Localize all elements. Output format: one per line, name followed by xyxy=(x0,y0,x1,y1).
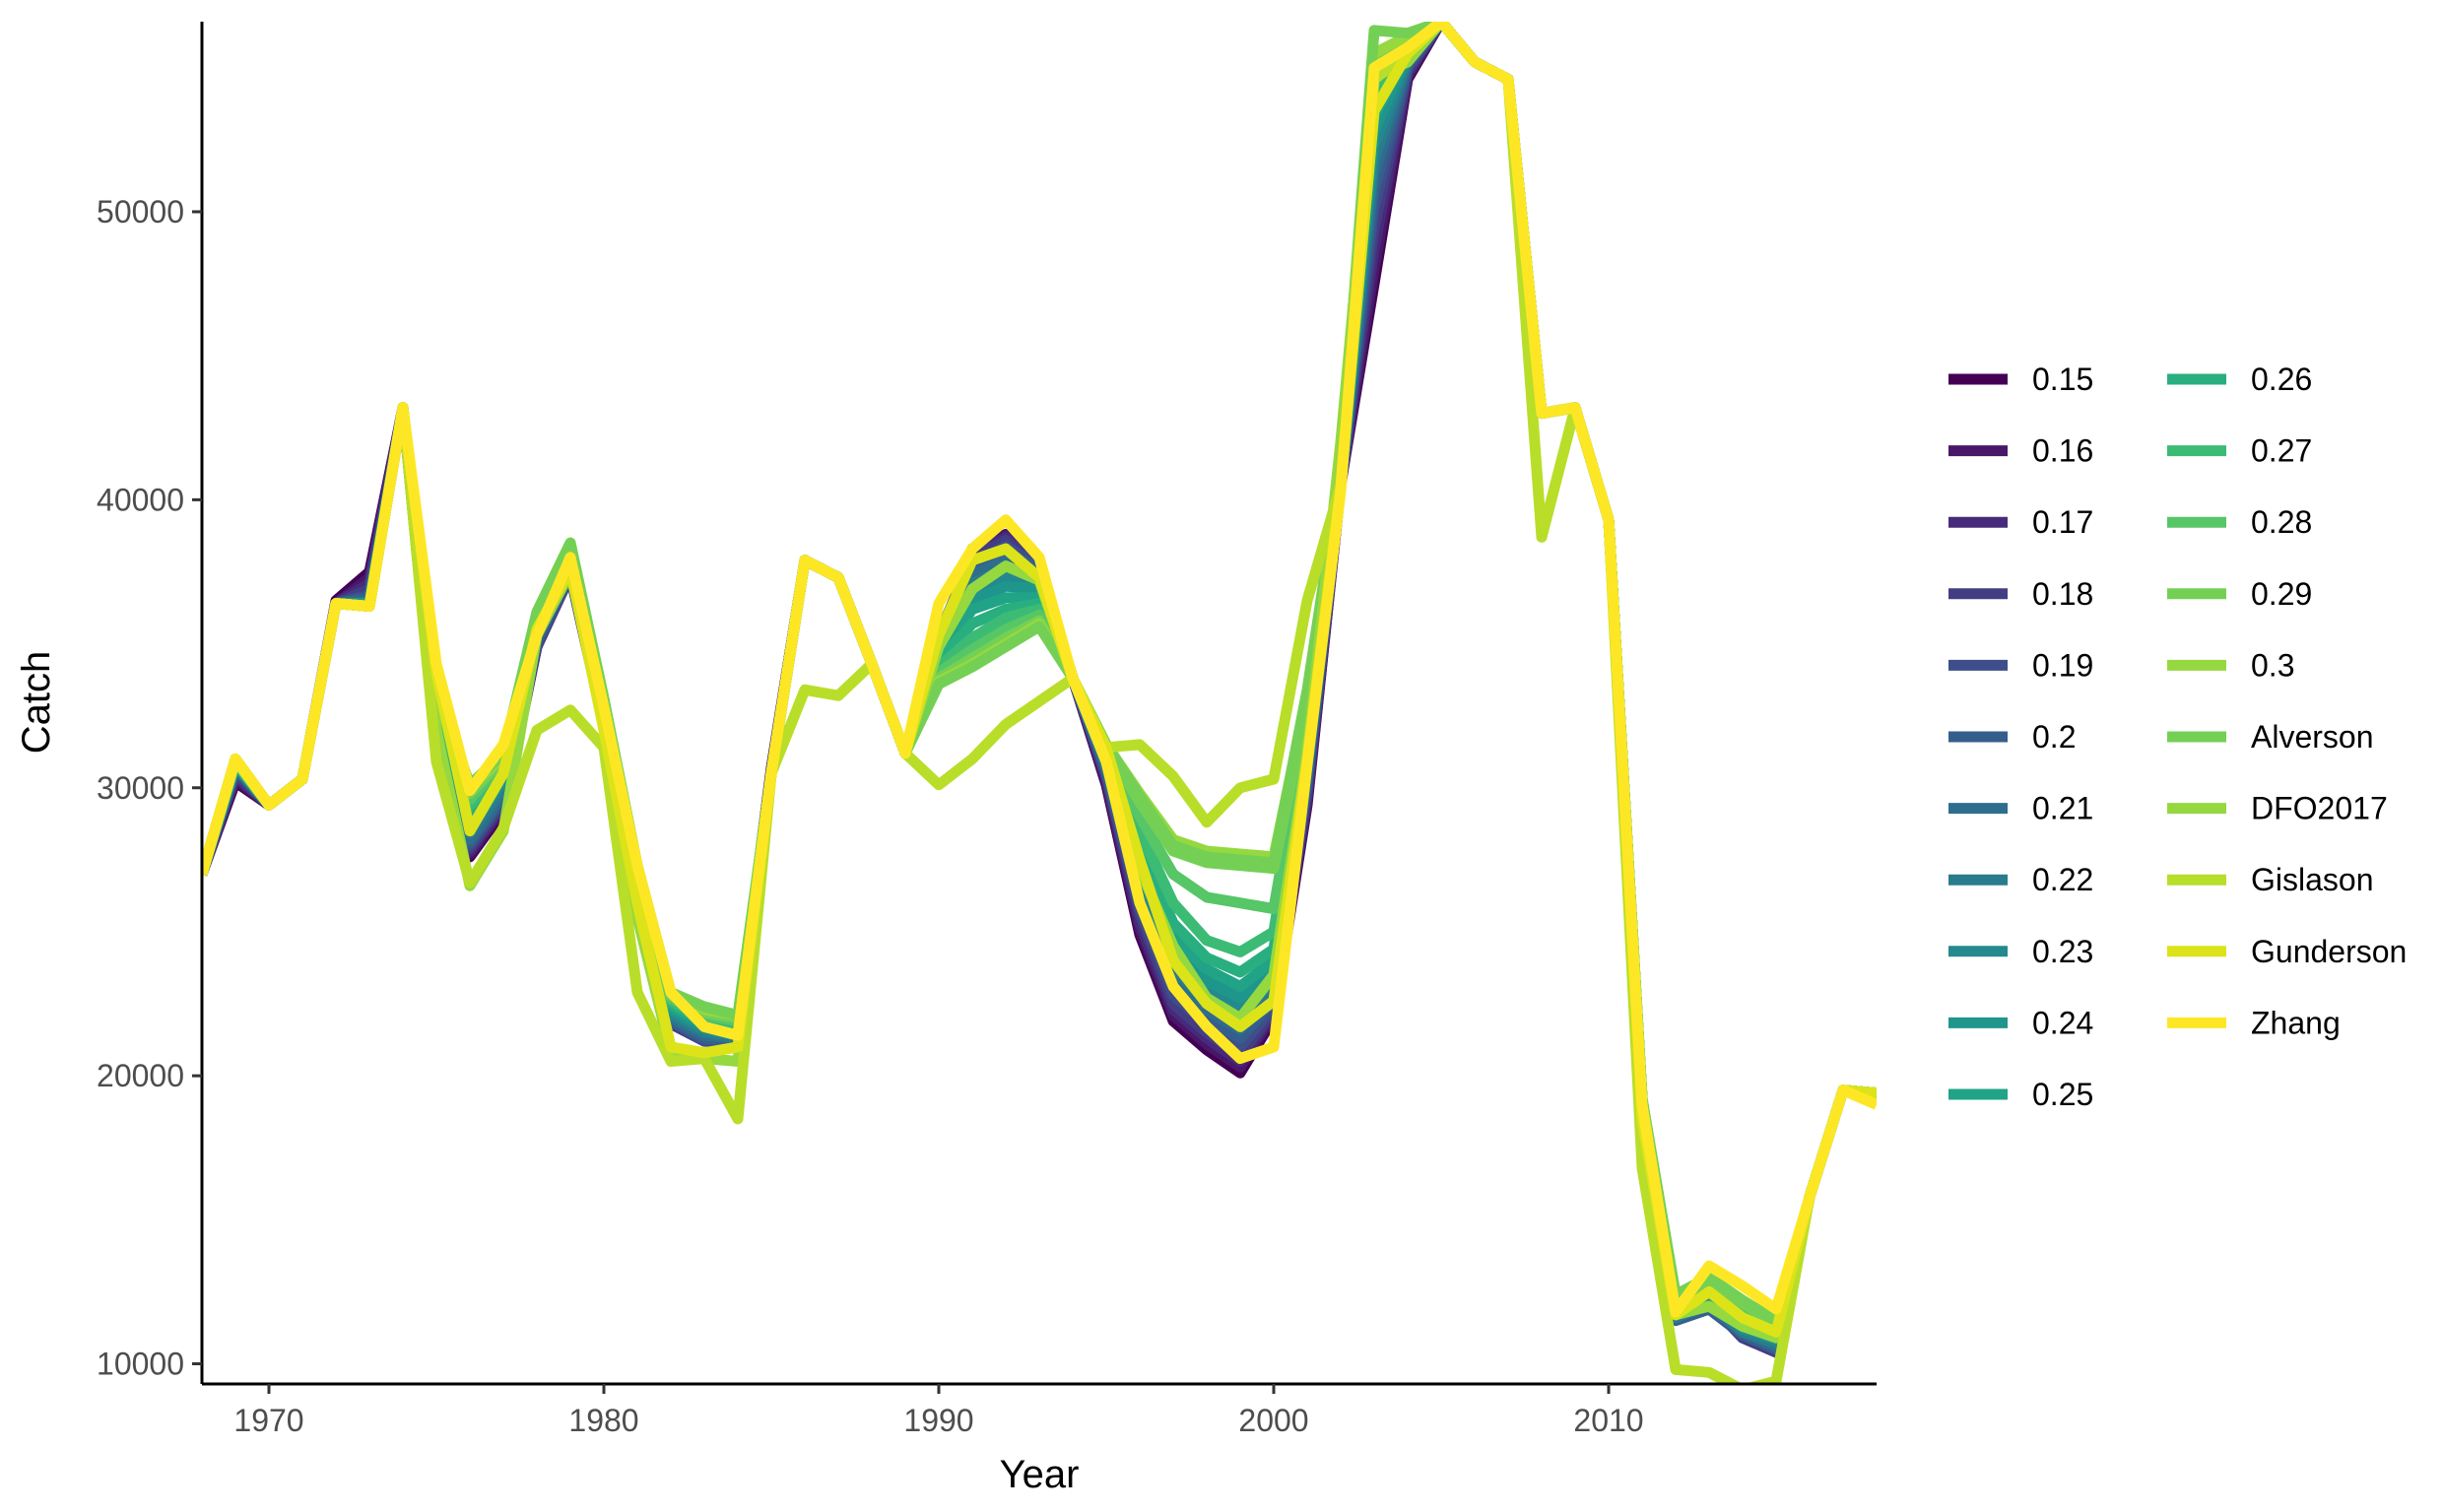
y-axis-ticks: 10000 20000 30000 40000 50000 xyxy=(97,194,202,1382)
legend-label: 0.27 xyxy=(2251,433,2312,469)
legend-label: DFO2017 xyxy=(2251,791,2388,826)
x-tick-label: 2010 xyxy=(1573,1403,1643,1438)
legend: 0.15 0.16 0.17 0.18 0.19 0.2 0.21 0.22 0.23 0.24 0… xyxy=(1948,362,2407,1112)
legend-label: 0.18 xyxy=(2032,576,2093,612)
legend-label: Gunderson xyxy=(2251,934,2407,969)
legend-label: 0.3 xyxy=(2251,647,2294,683)
x-tick-label: 2000 xyxy=(1238,1403,1308,1438)
x-axis-ticks: 1970 1980 1990 2000 2010 xyxy=(233,1384,1644,1438)
legend-label: 0.24 xyxy=(2032,1005,2093,1040)
legend-label: 0.16 xyxy=(2032,433,2093,469)
y-tick-label: 20000 xyxy=(97,1058,184,1093)
legend-label: Gislason xyxy=(2251,862,2374,897)
y-tick-label: 10000 xyxy=(97,1347,184,1382)
legend-label: Zhang xyxy=(2251,1005,2341,1040)
y-tick-label: 30000 xyxy=(97,770,184,806)
legend-label: 0.26 xyxy=(2251,362,2312,397)
legend-label: 0.17 xyxy=(2032,504,2093,540)
x-tick-label: 1990 xyxy=(903,1403,973,1438)
legend-label: 0.25 xyxy=(2032,1077,2093,1112)
series-line-zhang xyxy=(202,22,1877,1318)
y-tick-label: 50000 xyxy=(97,194,184,230)
legend-label: 0.29 xyxy=(2251,576,2312,612)
x-axis-title: Year xyxy=(1000,1453,1080,1496)
legend-label: 0.28 xyxy=(2251,504,2312,540)
series-layer xyxy=(202,22,1877,1384)
legend-label: 0.21 xyxy=(2032,791,2093,826)
x-tick-label: 1970 xyxy=(233,1403,303,1438)
legend-label: 0.2 xyxy=(2032,719,2076,755)
legend-label: 0.15 xyxy=(2032,362,2093,397)
legend-label: 0.23 xyxy=(2032,934,2093,969)
x-tick-label: 1980 xyxy=(568,1403,638,1438)
legend-label: 0.19 xyxy=(2032,647,2093,683)
legend-label: 0.22 xyxy=(2032,862,2093,897)
legend-label: Alverson xyxy=(2251,719,2374,755)
y-axis-title: Catch xyxy=(15,651,58,755)
y-tick-label: 40000 xyxy=(97,482,184,517)
